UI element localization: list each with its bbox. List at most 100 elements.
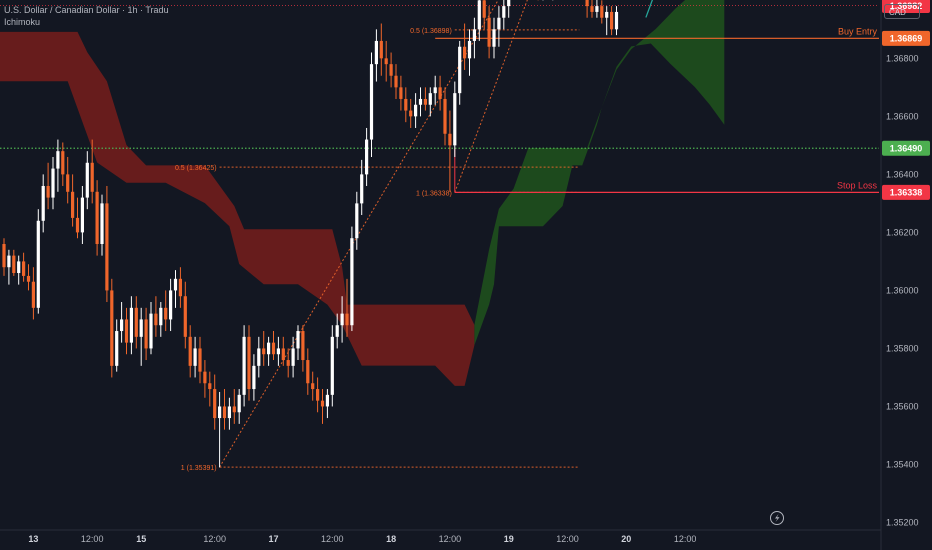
candle-body	[271, 342, 276, 355]
candle	[320, 389, 325, 424]
candle	[301, 325, 305, 372]
candle	[213, 374, 217, 430]
candle-body	[335, 325, 339, 337]
time-tick: 18	[386, 534, 396, 544]
candle	[595, 0, 599, 18]
candle	[610, 6, 614, 36]
candle	[428, 87, 432, 117]
candle	[487, 6, 491, 59]
candle-body	[2, 244, 6, 268]
indicator-label[interactable]: Ichimoku	[4, 17, 41, 27]
candle-body	[404, 98, 408, 111]
candle	[173, 270, 178, 308]
candle	[31, 267, 35, 320]
candle	[66, 156, 70, 204]
candle-body	[399, 87, 403, 99]
candle	[262, 331, 266, 366]
candle	[379, 23, 383, 76]
candle	[399, 75, 403, 111]
candle-body	[453, 93, 457, 146]
candle-body	[41, 185, 45, 221]
candle	[345, 278, 349, 337]
price-tick: 1.35800	[886, 343, 919, 353]
fib-level-label: 0.5 (1.36898)	[410, 28, 452, 35]
candle	[232, 389, 236, 424]
price-tag: 1.36338	[882, 184, 930, 200]
candle-body	[614, 11, 619, 30]
candle	[247, 325, 251, 401]
candle	[394, 64, 398, 99]
candle-body	[178, 278, 182, 297]
candle-body	[144, 319, 148, 349]
candle-body	[66, 174, 70, 192]
candle-body	[477, 0, 481, 30]
price-tag-label: 1.36869	[890, 34, 923, 44]
fib-level-label: 1 (1.35391)	[181, 465, 217, 472]
candle-body	[448, 133, 452, 146]
candle	[41, 174, 45, 233]
candle	[438, 75, 442, 111]
time-tick: 17	[268, 534, 278, 544]
candle-body	[90, 162, 94, 192]
candle	[311, 371, 315, 401]
candle-body	[237, 394, 241, 413]
candle	[316, 377, 320, 413]
candle	[340, 296, 344, 343]
candle-body	[497, 17, 501, 30]
candle	[585, 0, 589, 18]
candle	[149, 302, 153, 355]
ichimoku-cloud	[0, 0, 725, 386]
candle	[605, 6, 609, 36]
candle-body	[433, 87, 437, 94]
candle-body	[311, 383, 315, 390]
candle-body	[291, 348, 295, 366]
candle	[71, 174, 75, 227]
price-tag-label: 1.36338	[890, 188, 923, 198]
candle	[463, 23, 467, 70]
candle-body	[12, 255, 16, 274]
candle-body	[71, 191, 75, 218]
currency-button[interactable]: CAD	[884, 4, 920, 19]
candle	[374, 29, 378, 82]
candle	[164, 290, 168, 332]
candle-body	[423, 98, 427, 105]
candle	[404, 87, 408, 123]
candle	[154, 296, 158, 337]
price-tag: 1.36490	[882, 140, 930, 156]
candle-body	[222, 406, 227, 419]
candle	[271, 331, 276, 361]
candle	[477, 0, 481, 41]
candle	[12, 249, 16, 276]
candle-body	[247, 336, 251, 390]
candle	[100, 194, 104, 256]
candle	[95, 180, 99, 256]
candle-body	[418, 98, 423, 105]
bullish-cloud	[474, 0, 725, 346]
fib-level-label: 0.5 (1.36425)	[175, 165, 217, 172]
price-tick: 1.36000	[886, 285, 919, 295]
candles	[2, 0, 619, 468]
candle-body	[46, 185, 50, 198]
price-tick: 1.35400	[886, 459, 919, 469]
candle	[355, 191, 359, 250]
candle-body	[355, 203, 359, 239]
candle	[159, 302, 163, 337]
candle	[409, 98, 413, 128]
candle-body	[262, 348, 266, 355]
candle	[453, 81, 457, 157]
replay-icon[interactable]	[770, 511, 784, 525]
candle-body	[80, 197, 84, 233]
candle	[7, 249, 11, 285]
candle	[183, 281, 187, 349]
candle-body	[463, 46, 467, 59]
candle-body	[17, 261, 21, 274]
candle-body	[365, 139, 369, 175]
symbol-title[interactable]: U.S. Dollar / Canadian Dollar · 1h · Tra…	[4, 5, 169, 15]
candle-body	[487, 17, 491, 47]
candle-body	[428, 93, 432, 105]
price-tick: 1.36800	[886, 53, 919, 63]
candle-body	[443, 98, 447, 134]
